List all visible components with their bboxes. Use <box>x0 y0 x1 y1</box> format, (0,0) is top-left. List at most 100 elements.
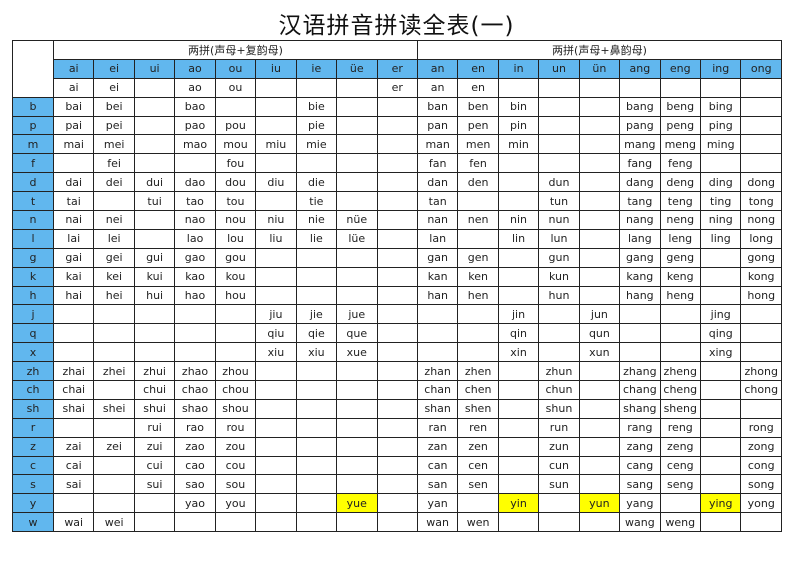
initial-cell: x <box>12 342 54 363</box>
syllable-cell: ling <box>699 228 742 249</box>
final-header: ou <box>214 58 257 79</box>
syllable-cell: chai <box>52 380 95 400</box>
syllable-cell <box>336 153 378 174</box>
syllable-cell: kan <box>416 266 459 287</box>
syllable-cell: cou <box>214 455 257 476</box>
syllable-cell <box>174 342 216 363</box>
syllable-cell: dui <box>133 172 176 193</box>
syllable-cell <box>295 361 338 382</box>
syllable-cell <box>497 380 540 400</box>
syllable-cell: xiu <box>295 342 338 363</box>
syllable-cell <box>214 96 257 117</box>
syllable-cell <box>255 398 297 419</box>
syllable-cell: pie <box>295 115 338 136</box>
initial-cell: q <box>12 323 54 344</box>
syllable-cell: dun <box>538 172 580 193</box>
syllable-cell: nei <box>93 210 135 230</box>
syllable-cell <box>578 172 621 193</box>
syllable-cell: ceng <box>659 455 702 476</box>
syllable-cell <box>214 342 257 363</box>
syllable-cell <box>699 398 742 419</box>
table-row: t tai tui tao tou tie tan tun tang teng ting tong <box>12 191 782 212</box>
syllable-cell <box>336 380 378 400</box>
syllable-cell: lao <box>174 228 216 249</box>
table-row: ai ei ao ou er an en <box>13 77 782 98</box>
syllable-cell <box>214 323 257 344</box>
syllable-cell <box>619 304 661 325</box>
syllable-cell <box>538 77 580 98</box>
syllable-cell <box>255 512 297 533</box>
initial-cell: k <box>12 266 54 287</box>
syllable-cell <box>497 512 540 533</box>
table-row: p pai pei pao pou pie pan pen pin pang peng ping <box>12 115 782 136</box>
syllable-cell: xun <box>578 342 621 363</box>
syllable-cell: sai <box>52 474 95 495</box>
syllable-cell <box>336 455 378 476</box>
syllable-cell: lan <box>416 228 459 249</box>
syllable-cell: xue <box>336 342 378 363</box>
syllable-cell: ting <box>699 191 742 212</box>
final-header: ie <box>295 58 338 79</box>
syllable-cell: chao <box>174 380 216 400</box>
final-header: un <box>538 58 580 79</box>
syllable-cell: shei <box>93 398 135 419</box>
syllable-cell: zou <box>214 436 257 457</box>
syllable-cell <box>93 493 135 514</box>
syllable-cell: kei <box>93 266 135 287</box>
syllable-cell: yong <box>740 493 782 514</box>
syllable-cell: zhun <box>538 361 580 382</box>
syllable-cell: sen <box>457 474 499 495</box>
syllable-cell: kao <box>174 266 216 287</box>
syllable-cell: zan <box>416 436 459 457</box>
syllable-cell: min <box>497 134 540 155</box>
syllable-cell <box>336 266 378 287</box>
final-header: ing <box>699 58 742 79</box>
initial-cell: y <box>12 493 54 514</box>
syllable-cell <box>174 153 216 174</box>
syllable-cell <box>497 361 540 382</box>
syllable-cell <box>497 474 540 495</box>
syllable-cell: lei <box>93 228 135 249</box>
initial-cell: s <box>12 474 54 495</box>
syllable-cell <box>659 77 702 98</box>
syllable-cell: peng <box>659 115 702 136</box>
syllable-cell: rao <box>174 417 216 438</box>
syllable-cell <box>336 77 378 98</box>
syllable-cell <box>214 304 257 325</box>
syllable-cell <box>214 512 257 533</box>
syllable-cell <box>295 417 338 438</box>
syllable-cell: cui <box>133 455 176 476</box>
syllable-cell: nun <box>538 210 580 230</box>
syllable-cell: pei <box>93 115 135 136</box>
syllable-cell: yin <box>497 493 540 514</box>
syllable-cell: gai <box>52 247 95 268</box>
syllable-cell: zhou <box>214 361 257 382</box>
syllable-cell <box>699 285 742 306</box>
syllable-cell: xin <box>497 342 540 363</box>
syllable-cell: zei <box>93 436 135 457</box>
syllable-cell <box>376 172 418 193</box>
syllable-cell <box>255 266 297 287</box>
syllable-cell <box>578 210 621 230</box>
final-header: üe <box>336 58 378 79</box>
syllable-cell: den <box>457 172 499 193</box>
syllable-cell <box>376 153 418 174</box>
syllable-cell: cao <box>174 455 216 476</box>
syllable-cell <box>578 134 621 155</box>
syllable-cell: wan <box>416 512 459 533</box>
syllable-cell: zhui <box>133 361 176 382</box>
syllable-cell: jin <box>497 304 540 325</box>
syllable-cell <box>497 266 540 287</box>
syllable-cell: reng <box>659 417 702 438</box>
syllable-cell: ying <box>699 493 742 514</box>
syllable-cell: zhei <box>93 361 135 382</box>
final-header: ai <box>52 58 95 79</box>
final-header: ei <box>93 58 135 79</box>
syllable-cell <box>336 512 378 533</box>
syllable-cell: fei <box>93 153 135 174</box>
syllable-cell: tui <box>133 191 176 212</box>
final-header: iu <box>255 58 297 79</box>
syllable-cell <box>133 96 176 117</box>
initial-cell: z <box>12 436 54 457</box>
syllable-cell <box>255 361 297 382</box>
